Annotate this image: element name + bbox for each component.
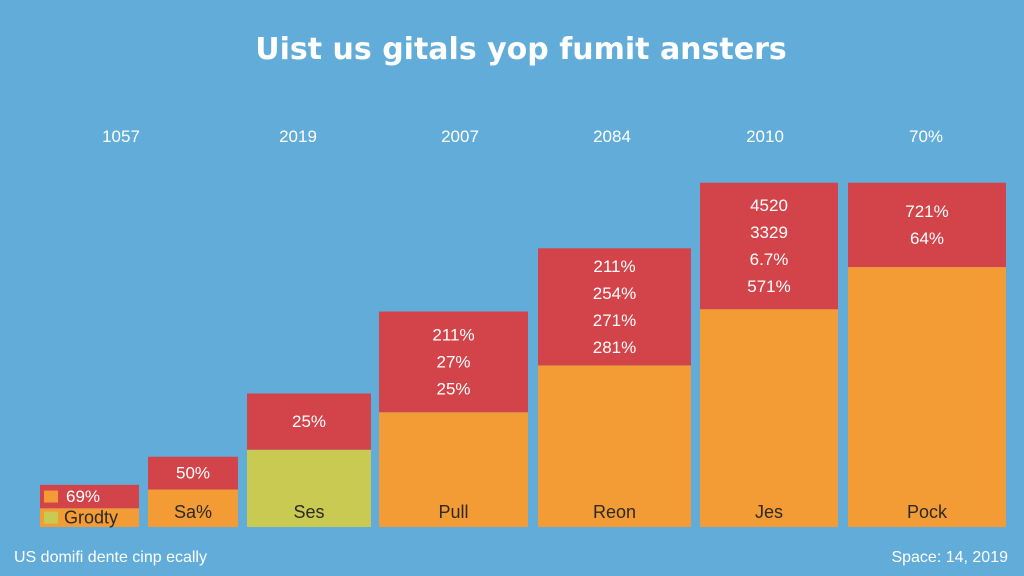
category-labels: Grodty Sa% Ses Pull Reon Jes Pock [64,502,948,528]
column-labels: 1057 2019 2007 2084 2010 70% [102,127,943,146]
bar-value-label: 3329 [750,223,788,242]
bar-segment-top [247,393,371,450]
column-label: 2084 [593,127,631,146]
bar-segment-top [700,182,838,310]
bar-value-label: 69% [66,487,100,506]
category-label: Jes [755,502,783,522]
bar-value-label: 50% [176,464,210,483]
bar-segment-top [40,484,139,509]
bar-segment-bottom [848,267,1006,527]
bars [40,182,1006,527]
bar-value-label: 211% [432,325,474,344]
category-label: Sa% [174,502,212,522]
series-swatch [44,511,58,524]
bar-segment-top [848,182,1006,268]
footer-left-text: US domifi dente cinp ecally [14,549,207,566]
column-label: 2019 [279,127,317,146]
column-label: 2010 [746,127,784,146]
category-label: Ses [293,502,324,522]
bar-value-label: 4520 [750,196,788,215]
column-label: 2007 [441,127,479,146]
bar-value-label: 64% [910,229,944,248]
bar-value-label: 571% [747,277,790,296]
bar-value-label: 25% [292,412,326,431]
bar-value-label: 27% [436,352,470,371]
bar-value-label: 6.7% [750,250,789,269]
column-label: 1057 [102,127,140,146]
bar-segment-bottom [247,449,371,527]
category-label: Pock [907,502,948,522]
bar-segment-top [538,248,691,366]
bar-segment-bottom [148,489,238,527]
category-label: Pull [438,502,468,522]
bar-value-label: 721% [905,202,948,221]
bar-segment-top [379,311,528,413]
footer-right-text: Space: 14, 2019 [891,549,1008,566]
bar-segment-bottom [700,309,838,527]
bar-value-label: 281% [593,338,636,357]
column-label: 70% [909,127,943,146]
bar-value-label: 25% [436,379,470,398]
category-label: Reon [593,502,636,522]
category-label: Grodty [64,508,118,528]
bar-segment-bottom [379,412,528,527]
series-swatch [44,490,58,503]
bar-segment-bottom [538,365,691,527]
bar-segment-top [148,456,238,490]
bar-value-label: 211% [593,257,635,276]
bar-segment-bottom [40,508,139,527]
segment-labels: 69% 50% 25% 211% 27% 25% 211% 254% 271% 281% 4520 3… [66,196,949,506]
chart-title: Uist us gitals yop fumit ansters [255,32,787,67]
bar-value-label: 254% [593,284,636,303]
bar-value-label: 271% [593,311,636,330]
